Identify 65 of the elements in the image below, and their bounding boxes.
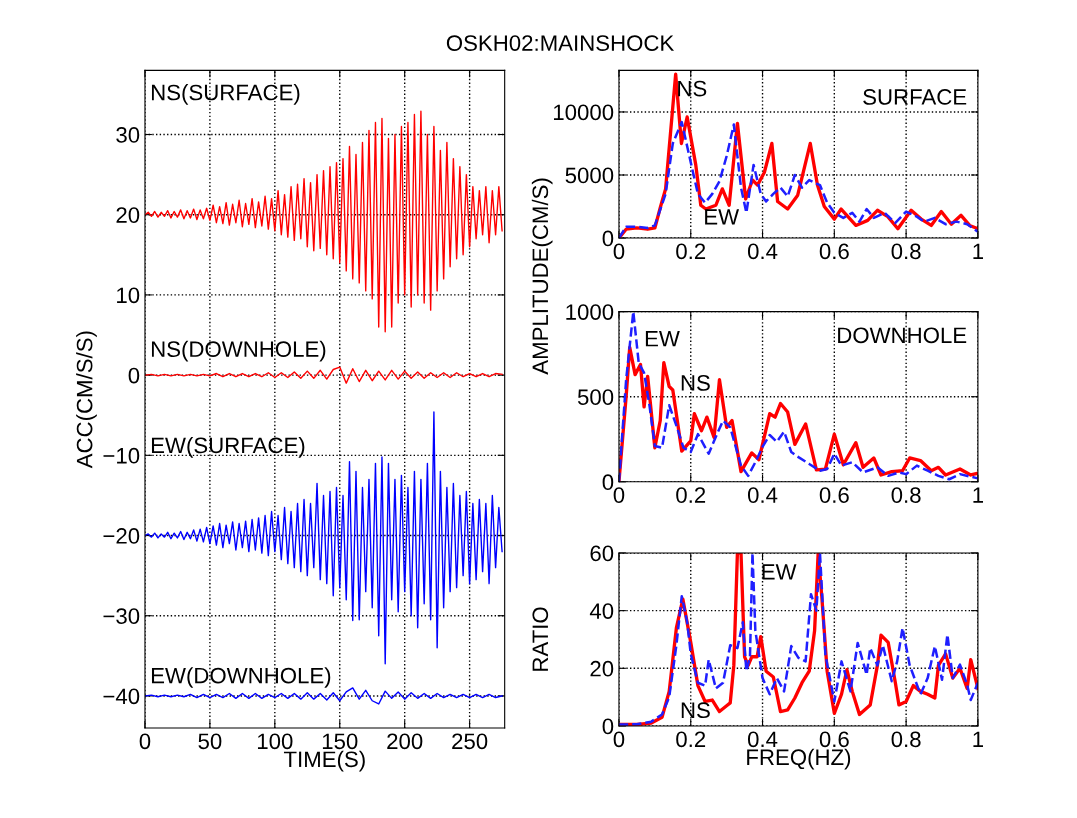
line-series <box>144 687 503 705</box>
line-series <box>618 311 978 482</box>
series-label: EW <box>645 331 680 347</box>
series-label: NS <box>678 80 707 97</box>
x-tick-label: 1 <box>973 487 984 503</box>
x-tick-label: 1 <box>973 731 984 747</box>
series-label: EW(SURFACE) <box>151 436 305 458</box>
y-tick-label: 1000 <box>566 304 614 320</box>
x-tick-label: 0 <box>613 487 625 503</box>
x-tick-label: 0.4 <box>747 487 778 503</box>
annotation: DOWNHOLE <box>838 327 967 344</box>
x-tick-label: 1 <box>973 243 984 259</box>
y-tick-label: 500 <box>577 389 614 405</box>
y-tick-label: 20 <box>590 660 614 677</box>
x-tick-label: 0.8 <box>891 243 921 260</box>
line-series <box>144 366 503 384</box>
y-tick-label: 10 <box>117 287 140 304</box>
x-tick-label: 100 <box>257 733 293 750</box>
y-tick-label: 0 <box>602 718 614 735</box>
y-tick-label: 30 <box>116 127 140 143</box>
series-label: NS <box>681 375 710 391</box>
series-label: EW(DOWNHOLE) <box>151 667 331 688</box>
x-tick-label: 0.2 <box>676 487 706 503</box>
x-tick-label: 0.4 <box>747 243 778 260</box>
x-tick-label: 0.6 <box>819 731 849 748</box>
x-tick-label: 50 <box>198 733 222 750</box>
x-tick-label: 0 <box>613 243 625 260</box>
line-series <box>144 110 503 333</box>
x-tick-label: 200 <box>387 733 423 750</box>
y-tick-label: 10000 <box>554 104 614 121</box>
y-tick-label: 0 <box>602 230 614 247</box>
line-series <box>144 411 503 665</box>
y-tick-label: 60 <box>590 545 614 562</box>
x-tick-label: 0.8 <box>891 487 921 503</box>
y-axis-title: AMPLITUDE(CM/S) <box>531 178 553 375</box>
y-tick-label: 40 <box>589 603 614 619</box>
y-axis-title: ACC(CM/S/S) <box>76 331 97 469</box>
x-tick-label: 0 <box>613 731 625 748</box>
text: NS(SURFACE) <box>151 84 300 105</box>
y-tick-label: −10 <box>103 447 140 464</box>
x-tick-label: 0.4 <box>747 731 778 748</box>
x-tick-label: 0.6 <box>819 487 849 503</box>
x-tick-label: 0.8 <box>891 731 921 748</box>
y-tick-label: −20 <box>103 528 140 544</box>
x-tick-label: 250 <box>452 733 488 750</box>
y-tick-label: 0 <box>128 367 140 384</box>
x-tick-label: 150 <box>322 733 358 750</box>
y-tick-label: 5000 <box>565 167 614 184</box>
y-tick-label: 20 <box>116 207 140 223</box>
series-label: EW <box>705 209 740 225</box>
x-tick-label: 0.2 <box>676 731 706 748</box>
x-tick-label: 0.6 <box>819 243 849 260</box>
y-axis-title: RATIO <box>532 607 549 671</box>
y-tick-label: −30 <box>103 608 140 625</box>
x-axis-title: TIME(S) <box>283 750 365 772</box>
x-axis-title: FREQ(HZ) <box>747 748 851 770</box>
x-tick-label: 0 <box>139 733 151 750</box>
annotation: SURFACE <box>863 89 967 105</box>
series-label: EW <box>762 564 797 580</box>
y-tick-label: 0 <box>602 474 614 491</box>
text: OSKH02:MAINSHOCK <box>446 35 675 51</box>
series-label: NS <box>681 702 710 719</box>
x-tick-label: 0.2 <box>676 243 706 260</box>
series-label: NS(DOWNHOLE) <box>151 340 326 362</box>
y-tick-label: −40 <box>103 688 140 705</box>
